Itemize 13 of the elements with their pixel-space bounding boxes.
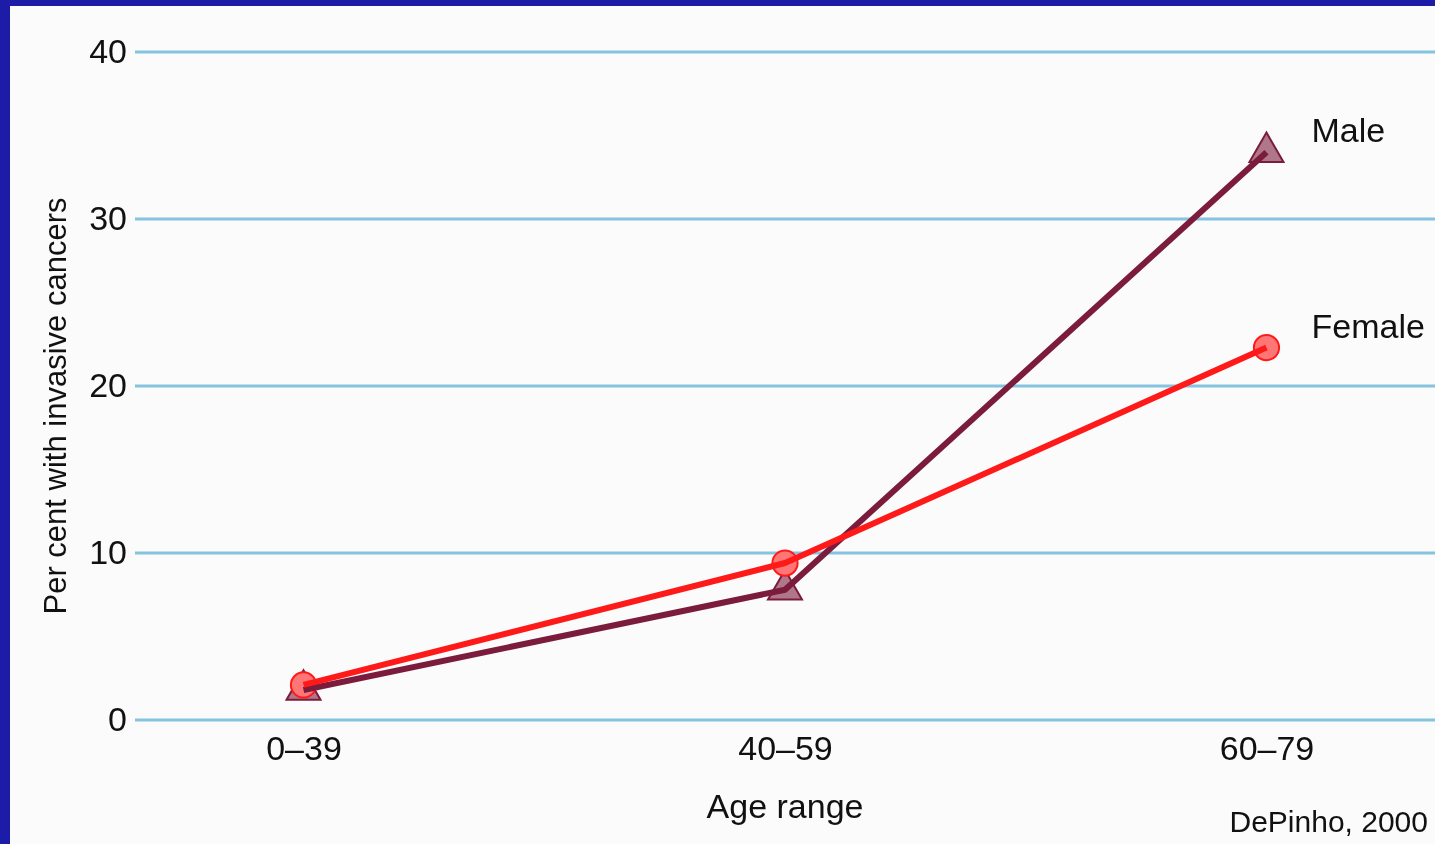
y-tick-label: 40 <box>89 32 127 71</box>
y-tick-label: 30 <box>89 199 127 238</box>
x-tick-label: 60–79 <box>1219 729 1315 768</box>
y-tick-label: 20 <box>89 366 127 405</box>
series-label: Female <box>1311 306 1425 345</box>
x-tick-label: 40–59 <box>738 729 833 768</box>
text: DePinho, 2000 <box>1229 805 1428 838</box>
x-axis-title: Age range <box>706 787 864 825</box>
y-axis-title: Per cent with invasive cancers <box>38 197 73 615</box>
y-tick-label: 0 <box>108 700 127 739</box>
series-label: Male <box>1311 111 1386 150</box>
x-tick-label: 0–39 <box>266 729 342 768</box>
y-tick-label: 10 <box>89 533 127 572</box>
